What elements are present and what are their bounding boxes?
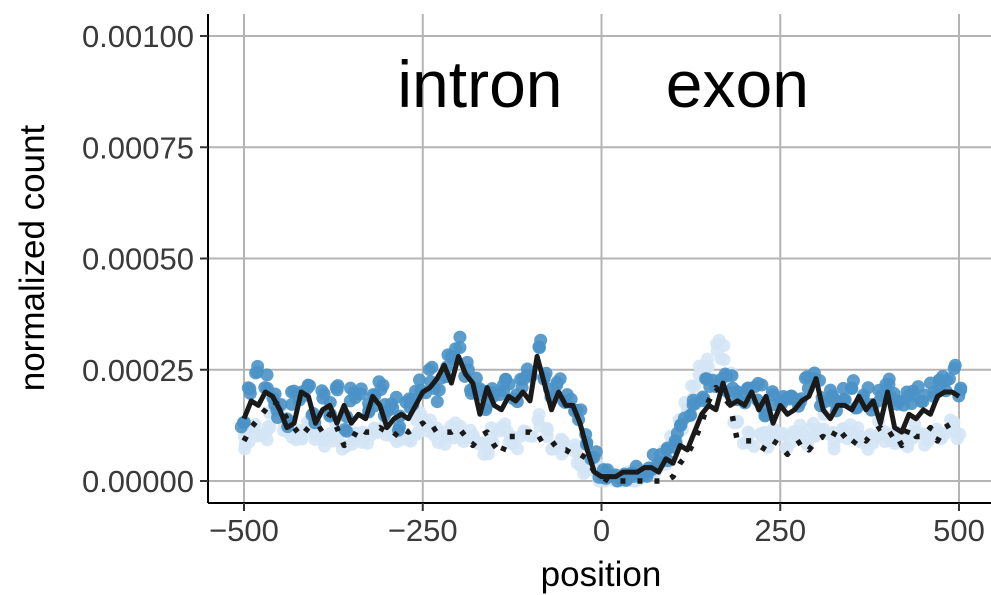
y-tick-label: 0.00075 <box>82 130 194 165</box>
dark-point <box>696 390 710 404</box>
annotation-exon: exon <box>666 47 809 121</box>
y-tick-label: 0.00100 <box>82 19 194 54</box>
y-tick-label: 0.00000 <box>82 464 194 499</box>
dark-point <box>251 359 265 373</box>
light-point <box>922 434 936 448</box>
x-tick-label: −250 <box>388 513 458 548</box>
dark-point <box>432 383 446 397</box>
light-point <box>779 441 793 455</box>
dark-point <box>550 378 564 392</box>
dark-point <box>315 384 329 398</box>
dark-point <box>412 373 426 387</box>
dark-point <box>241 381 255 395</box>
dark-point <box>916 395 930 409</box>
dark-point <box>725 369 739 383</box>
dark-point <box>765 385 779 399</box>
annotations: intron exon <box>397 47 809 121</box>
y-tick-label: 0.00025 <box>82 353 194 388</box>
dark-point <box>329 380 343 394</box>
dark-point <box>906 384 920 398</box>
dark-point <box>670 426 684 440</box>
dark-point <box>837 392 851 406</box>
light-point <box>948 425 962 439</box>
dark-point <box>755 378 769 392</box>
y-tick-label: 0.00050 <box>82 242 194 277</box>
light-point <box>453 419 467 433</box>
light-point <box>908 417 922 431</box>
y-axis-title: normalized count <box>13 124 52 391</box>
dark-point <box>354 382 368 396</box>
x-tick-label: 250 <box>754 513 806 548</box>
dark-point <box>234 420 248 434</box>
dark-point <box>683 409 697 423</box>
annotation-intron: intron <box>397 47 562 121</box>
light-point <box>355 435 369 449</box>
ticks: −500 −250 0 250 500 0.00000 0.00025 0.00050 0.00… <box>82 19 985 548</box>
dark-point <box>947 362 961 376</box>
light-point <box>776 426 790 440</box>
dark-point <box>376 378 390 392</box>
light-point <box>506 437 520 451</box>
light-point <box>717 339 731 353</box>
dark-point <box>430 395 444 409</box>
dark-point <box>846 374 860 388</box>
x-tick-label: 500 <box>933 513 985 548</box>
light-point <box>456 434 470 448</box>
light-point <box>477 447 491 461</box>
light-point <box>410 427 424 441</box>
x-axis-title: position <box>541 555 662 594</box>
dark-point <box>861 381 875 395</box>
light-point <box>851 421 865 435</box>
dark-point <box>453 330 467 344</box>
light-point <box>701 360 715 374</box>
x-tick-label: 0 <box>593 513 610 548</box>
dark-point <box>260 368 274 382</box>
dark-point <box>448 342 462 356</box>
dark-point <box>384 397 398 411</box>
dark-point <box>520 362 534 376</box>
light-point <box>263 420 277 434</box>
solid-line <box>241 353 961 480</box>
light-point <box>827 436 841 450</box>
light-point <box>570 456 584 470</box>
light-point <box>557 435 571 449</box>
dark-point <box>422 363 436 377</box>
dark-point <box>882 372 896 386</box>
light-point <box>947 415 961 429</box>
dark-point <box>589 445 603 459</box>
light-point <box>717 353 731 367</box>
light-point <box>540 423 554 437</box>
dark-point <box>303 379 317 393</box>
light-point <box>688 379 702 393</box>
lines-layer <box>241 353 961 484</box>
light-point <box>743 426 757 440</box>
dark-point <box>515 381 529 395</box>
dark-point <box>533 341 547 355</box>
x-tick-label: −500 <box>209 513 279 548</box>
light-point <box>791 430 805 444</box>
dark-point <box>502 377 516 391</box>
dark-point <box>942 372 956 386</box>
dark-point <box>564 392 578 406</box>
dark-point <box>340 424 354 438</box>
